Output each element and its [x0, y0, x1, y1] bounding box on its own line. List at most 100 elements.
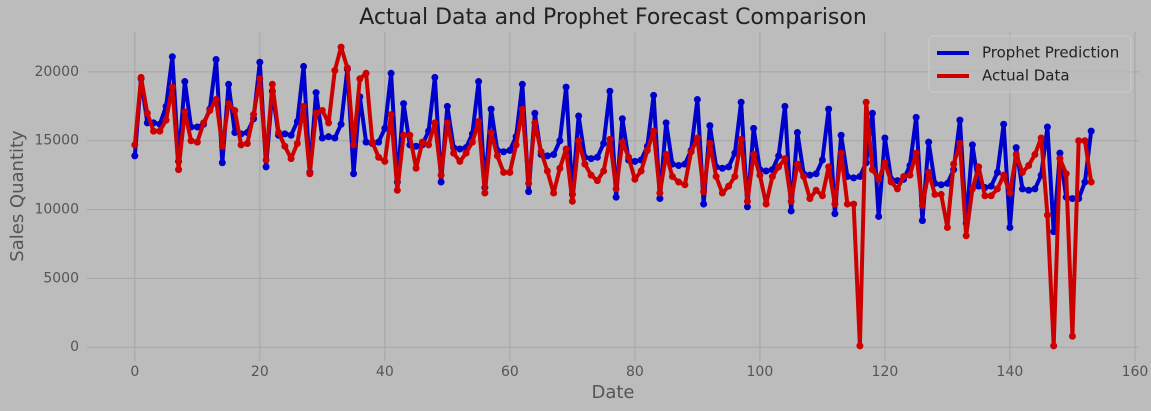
y-axis-label: Sales Quantity [7, 130, 28, 262]
point [243, 140, 251, 148]
point [906, 171, 914, 179]
point [1037, 134, 1045, 142]
point [462, 149, 470, 157]
chart-title: Actual Data and Prophet Forecast Compari… [359, 5, 867, 30]
point [325, 133, 333, 141]
point [1000, 120, 1008, 128]
point [850, 174, 858, 182]
point [968, 185, 976, 193]
point [256, 58, 264, 66]
point [762, 200, 770, 208]
point [162, 116, 170, 124]
point [168, 53, 176, 61]
point [537, 148, 545, 156]
point [543, 152, 551, 160]
point [262, 156, 270, 164]
point [575, 137, 583, 145]
point [331, 134, 339, 142]
point [1025, 162, 1033, 170]
point [275, 128, 283, 136]
point [518, 80, 526, 88]
point [993, 168, 1001, 176]
point [700, 200, 708, 208]
point [962, 232, 970, 240]
point [843, 200, 851, 208]
point [543, 167, 551, 175]
point [637, 167, 645, 175]
point [212, 56, 220, 64]
point [856, 342, 864, 350]
point [1081, 137, 1089, 145]
point [468, 138, 476, 146]
point [250, 111, 258, 119]
point [956, 140, 964, 148]
point [1031, 185, 1039, 193]
point [387, 111, 395, 119]
x-tick-label: 80 [626, 364, 644, 380]
point [593, 177, 601, 185]
point [818, 192, 826, 200]
point [893, 185, 901, 193]
point [937, 190, 945, 198]
point [556, 137, 564, 145]
point [131, 141, 139, 149]
point [750, 124, 758, 132]
point [868, 109, 876, 117]
point [1012, 144, 1020, 152]
point [393, 186, 401, 194]
legend-label: Actual Data [982, 67, 1070, 85]
point [225, 100, 233, 108]
point [737, 98, 745, 106]
point [956, 116, 964, 124]
x-axis-label: Date [591, 382, 634, 403]
point [400, 131, 408, 139]
point [725, 182, 733, 190]
point [806, 195, 814, 203]
point [837, 131, 845, 139]
point [656, 189, 664, 197]
legend-box [928, 35, 1132, 93]
point [656, 195, 664, 203]
point [262, 163, 270, 171]
point [1043, 211, 1051, 219]
point [450, 149, 458, 157]
point [900, 173, 908, 181]
point [387, 69, 395, 77]
point [550, 151, 558, 159]
point [918, 217, 926, 225]
point [1050, 342, 1058, 350]
point [925, 138, 933, 146]
point [737, 135, 745, 143]
point [156, 127, 164, 135]
point [593, 153, 601, 161]
point [193, 123, 201, 131]
point [725, 163, 733, 171]
x-tick-label: 100 [747, 364, 774, 380]
point [862, 98, 870, 106]
point [875, 212, 883, 220]
point [743, 203, 751, 211]
point [1050, 228, 1058, 236]
point [412, 142, 420, 150]
point [868, 166, 876, 174]
point [531, 119, 539, 127]
x-tick-label: 120 [872, 364, 899, 380]
point [1068, 195, 1076, 203]
point [350, 141, 358, 149]
point [175, 166, 183, 174]
point [787, 197, 795, 205]
y-tick-label: 5000 [43, 270, 79, 286]
point [281, 130, 289, 138]
point [575, 112, 583, 120]
point [837, 149, 845, 157]
point [375, 138, 383, 146]
point [143, 109, 151, 117]
point [281, 142, 289, 150]
point [300, 62, 308, 70]
point [775, 163, 783, 171]
point [375, 153, 383, 161]
point [812, 170, 820, 178]
point [1056, 155, 1064, 163]
point [237, 141, 245, 149]
